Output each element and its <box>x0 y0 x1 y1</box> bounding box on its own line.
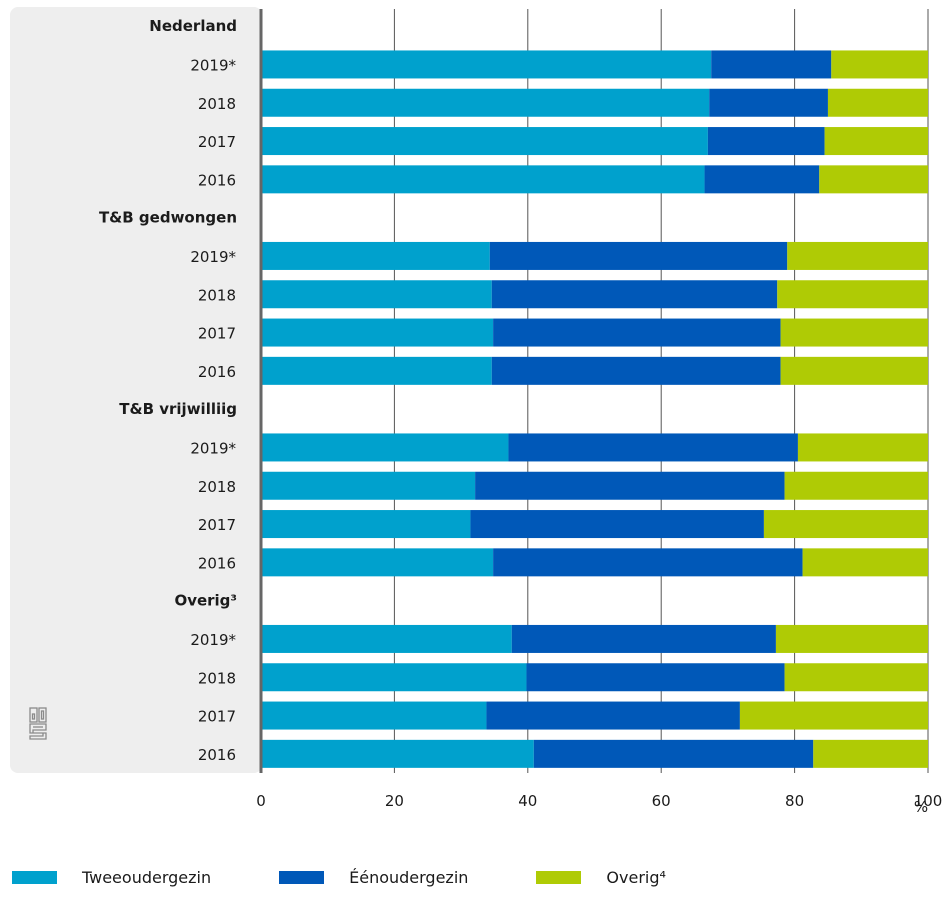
row-label: 2016 <box>198 554 236 572</box>
x-axis-ticks: 0 20 40 60 80 100 <box>256 792 942 810</box>
legend-item: Overig⁴ <box>536 868 666 887</box>
bar-segment <box>780 356 928 385</box>
bar-segment <box>261 701 487 730</box>
bar-segment <box>813 739 928 768</box>
legend-label: Tweeoudergezin <box>82 868 212 887</box>
x-tick-label: 20 <box>385 792 404 810</box>
group-label: T&B vrijwilliig <box>119 400 237 418</box>
row-label: 2017 <box>198 516 236 534</box>
legend: Tweeoudergezin Éénoudergezin Overig⁴ <box>12 868 734 887</box>
bar-segment <box>824 127 928 156</box>
bar-segment <box>707 127 825 156</box>
x-tick-label: 40 <box>518 792 537 810</box>
legend-label: Éénoudergezin <box>349 868 469 887</box>
bar-segment <box>261 88 710 117</box>
x-tick-label: 100 <box>914 792 943 810</box>
bar-segment <box>261 127 708 156</box>
bar-segment <box>491 280 778 309</box>
row-label: 2017 <box>198 133 236 151</box>
bar-segment <box>261 280 492 309</box>
bar-segment <box>508 433 798 462</box>
bar-segment <box>533 739 814 768</box>
bar-segment <box>475 471 785 500</box>
bar-segment <box>511 624 776 653</box>
bar-segment <box>739 701 928 730</box>
bar-segment <box>261 739 534 768</box>
bar-segment <box>261 241 490 270</box>
row-label: 2016 <box>198 171 236 189</box>
row-label: 2018 <box>198 95 236 113</box>
label-panel-background <box>10 7 262 773</box>
x-tick-label: 80 <box>785 792 804 810</box>
bar-segment <box>261 356 492 385</box>
bar-segment <box>261 471 476 500</box>
bar-segment <box>261 50 712 79</box>
row-label: 2017 <box>198 325 236 343</box>
row-label: 2019* <box>190 248 236 266</box>
chart: Nederland 2019* 2018 2017 2016 T&B gedwongen 2… <box>10 7 942 816</box>
bar-segment <box>787 241 928 270</box>
legend-swatch <box>12 871 57 884</box>
bar-segment <box>831 50 928 79</box>
row-label: 2019* <box>190 56 236 74</box>
row-labels: Nederland 2019* 2018 2017 2016 T&B gedwongen 2… <box>99 17 237 764</box>
bar-segment <box>777 280 928 309</box>
row-label: 2019* <box>190 439 236 457</box>
legend-swatch <box>279 871 325 884</box>
cbs-logo-icon <box>29 707 47 740</box>
gridlines <box>393 9 929 773</box>
bar-segment <box>526 663 785 692</box>
bar-segment <box>493 548 803 577</box>
bar-segment <box>261 433 509 462</box>
x-tick-label: 0 <box>256 792 266 810</box>
bar-segment <box>489 241 788 270</box>
bar-segment <box>261 624 512 653</box>
bar-segment <box>704 165 820 194</box>
bar-segment <box>261 510 471 539</box>
row-label: 2016 <box>198 363 236 381</box>
bar-segment <box>784 471 928 500</box>
bar-segment <box>261 663 527 692</box>
group-label: Nederland <box>149 17 237 35</box>
bar-segment <box>780 318 928 347</box>
row-label: 2018 <box>198 286 236 304</box>
x-axis-unit: % <box>914 798 928 816</box>
bar-segment <box>261 318 494 347</box>
bar-segment <box>784 663 928 692</box>
bar-segment <box>486 701 740 730</box>
bar-segment <box>470 510 764 539</box>
x-tick-label: 60 <box>652 792 671 810</box>
legend-item: Éénoudergezin <box>279 868 468 887</box>
legend-item: Tweeoudergezin <box>12 868 211 887</box>
row-label: 2017 <box>198 708 236 726</box>
bar-segment <box>775 624 928 653</box>
bar-segment <box>827 88 928 117</box>
bar-segment <box>763 510 928 539</box>
group-label: Overig³ <box>174 592 237 610</box>
bars <box>261 50 928 768</box>
legend-label: Overig⁴ <box>606 868 666 887</box>
bar-segment <box>493 318 781 347</box>
bar-segment <box>797 433 928 462</box>
bar-segment <box>802 548 928 577</box>
bar-segment <box>491 356 781 385</box>
row-label: 2018 <box>198 669 236 687</box>
bar-segment <box>261 165 705 194</box>
legend-swatch <box>536 871 582 884</box>
bar-segment <box>261 548 494 577</box>
row-label: 2018 <box>198 478 236 496</box>
bar-segment <box>711 50 832 79</box>
group-label: T&B gedwongen <box>99 209 237 227</box>
row-label: 2019* <box>190 631 236 649</box>
row-label: 2016 <box>198 746 236 764</box>
bar-segment <box>819 165 928 194</box>
bar-segment <box>709 88 828 117</box>
